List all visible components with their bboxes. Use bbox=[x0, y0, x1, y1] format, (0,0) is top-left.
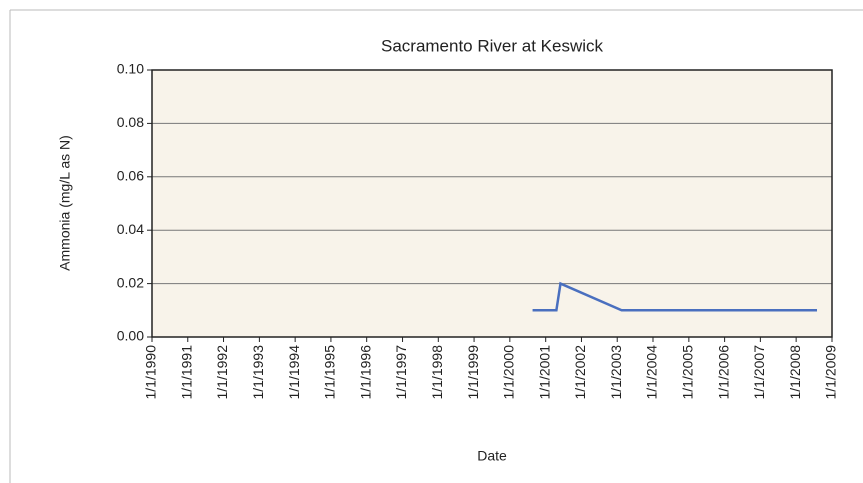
x-tick-label: 1/1/2004 bbox=[644, 345, 660, 400]
y-tick-label: 0.10 bbox=[117, 61, 144, 77]
x-tick-label: 1/1/2002 bbox=[572, 345, 588, 400]
x-tick-label: 1/1/2001 bbox=[536, 345, 552, 400]
plot-border bbox=[151, 69, 833, 338]
x-tick-label: 1/1/2007 bbox=[751, 345, 767, 400]
x-tick-label: 1/1/1994 bbox=[286, 345, 302, 400]
chart-title: Sacramento River at Keswick bbox=[381, 36, 604, 55]
x-axis-title: Date bbox=[477, 448, 507, 464]
x-tick-label: 1/1/1996 bbox=[357, 345, 373, 400]
x-tick-label: 1/1/1992 bbox=[214, 345, 230, 400]
y-tick-label: 0.02 bbox=[117, 274, 144, 290]
y-tick-label: 0.08 bbox=[117, 114, 144, 130]
x-tick-label: 1/1/2000 bbox=[501, 345, 517, 400]
data-line bbox=[532, 281, 818, 312]
x-tick-label: 1/1/2005 bbox=[680, 345, 696, 400]
x-tick-label: 1/1/1990 bbox=[143, 345, 159, 400]
x-tick-label: 1/1/1993 bbox=[250, 345, 266, 400]
x-tick-label: 1/1/1998 bbox=[429, 345, 445, 400]
x-tick-label: 1/1/2008 bbox=[787, 345, 803, 400]
y-tick-label: 0.00 bbox=[117, 328, 144, 344]
x-tick-label: 1/1/1999 bbox=[465, 345, 481, 400]
plot-area bbox=[152, 70, 832, 337]
y-tick-label: 0.06 bbox=[117, 168, 144, 184]
x-tick-label: 1/1/1997 bbox=[393, 345, 409, 400]
x-tick-label: 1/1/2009 bbox=[823, 345, 839, 400]
x-tick-label: 1/1/1991 bbox=[178, 345, 194, 400]
x-tick-label: 1/1/2006 bbox=[715, 345, 731, 400]
y-axis-title: Ammonia (mg/L as N) bbox=[57, 135, 73, 271]
x-tick-label: 1/1/2003 bbox=[608, 345, 624, 400]
x-tick-label: 1/1/1995 bbox=[322, 345, 338, 400]
y-tick-label: 0.04 bbox=[117, 221, 144, 237]
